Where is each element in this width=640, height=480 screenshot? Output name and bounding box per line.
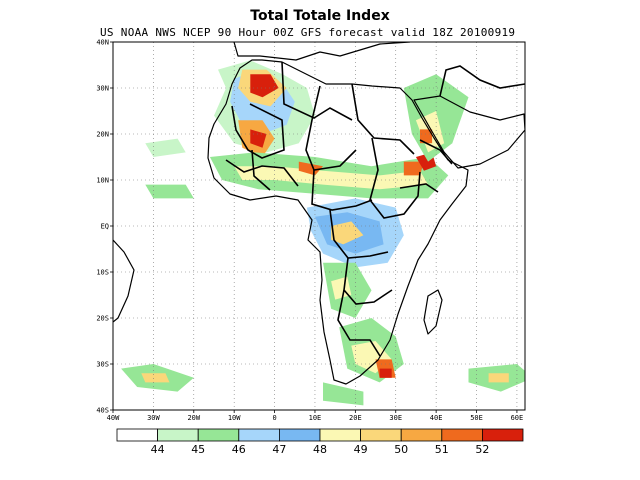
colorbar-label: 44 [151,443,165,456]
lat-tick-label: EQ [101,223,109,231]
map-subtitle: US NOAA NWS NCEP 90 Hour 00Z GFS forecas… [100,26,516,39]
field-blob-southern-africa [379,368,392,378]
lat-tick-label: 10S [96,269,109,277]
lat-tick-label: 20N [96,131,109,139]
arabia-coastline [413,95,525,169]
coastlines [113,42,525,385]
colorbar-label: 47 [272,443,286,456]
lon-tick-label: 60E [511,414,524,422]
colorbar-swatch [360,428,402,442]
map-title: Total Totale Index [250,8,390,24]
latitude-tick-labels: 40N 30N 20N 10N EQ 10S 20S 30S 40S [96,39,113,415]
lat-tick-label: 30S [96,361,109,369]
colorbar-swatch [441,428,483,442]
lon-tick-label: 40W [107,414,120,422]
colorbar-label: 46 [232,443,246,456]
colorbar-label: 49 [354,443,368,456]
colorbar-swatch [197,428,240,442]
colorbar-label: 45 [191,443,205,456]
lat-tick-label: 30N [96,85,109,93]
lat-tick-label: 10N [96,177,109,185]
field-blob-atlantic-south [141,373,170,383]
country-borders [225,61,525,357]
field-blob-south-of-cape [323,382,364,406]
colorbar: 44 45 46 47 48 49 50 51 52 [116,428,524,456]
field-blob-indian-ocean-south [488,373,509,383]
lat-tick-label: 40S [96,407,109,415]
south-america-coastline [113,239,135,323]
colorbar-label: 48 [313,443,327,456]
europe-coastline [233,42,411,61]
africa-coastline [207,59,469,385]
field-blob-atlantic-west [145,138,186,157]
colorbar-swatch [319,428,361,442]
lon-tick-label: 10W [228,414,241,422]
colorbar-swatch [400,428,443,442]
colorbar-label: 50 [394,443,408,456]
lon-tick-label: 50E [470,414,483,422]
longitude-tick-labels: 40W 30W 20W 10W 0 10E 20E 30E 40E 50E 60E [107,410,524,422]
colorbar-label: 52 [475,443,489,456]
lon-tick-label: 10E [309,414,322,422]
lon-tick-label: 20E [349,414,362,422]
field-blob-west-sahara [250,129,267,148]
colorbar-label: 51 [435,443,449,456]
lat-tick-label: 40N [96,39,109,47]
field-blob-sahel [298,161,323,176]
madagascar-coastline [423,289,443,335]
lon-tick-label: 20W [187,414,200,422]
lon-tick-label: 30E [389,414,402,422]
colorbar-swatch [157,428,199,442]
field-blob-sahel [403,161,424,176]
lon-tick-label: 30W [147,414,160,422]
lat-tick-label: 20S [96,315,109,323]
graticule [113,42,525,410]
colorbar-swatch [481,428,524,442]
field-blob-saharan-atlas [250,74,279,98]
field-blob-atlantic-ITCZ [145,184,194,199]
colorbar-swatch [278,428,321,442]
colorbar-swatch [116,428,158,442]
lon-tick-label: 40E [430,414,443,422]
colorbar-swatch [238,428,280,442]
lon-tick-label: 0 [272,414,276,422]
field-blob-sahel [234,166,429,190]
field-blob-middle-east [420,129,433,144]
